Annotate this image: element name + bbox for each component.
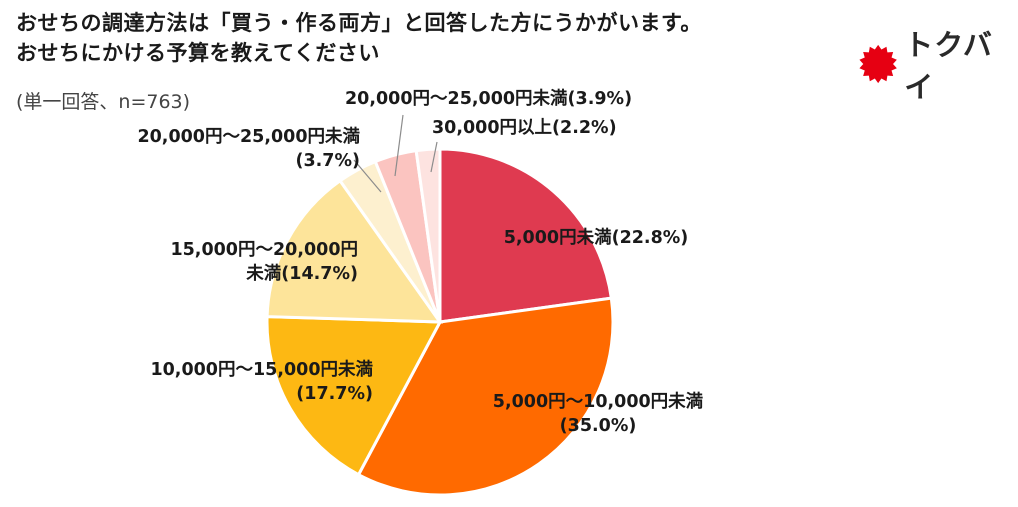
slice-label: 5,000円～10,000円未満(35.0%) <box>493 391 704 436</box>
sample-note: (単一回答、n=763) <box>16 91 191 113</box>
pie-slice <box>265 315 443 477</box>
chart-title: おせちの調達方法は「買う・作る両方」と回答した方にうかがいます。 おせちにかける… <box>16 8 702 68</box>
leader-line <box>394 114 404 177</box>
slice-label: 5,000円未満(22.8%) <box>504 227 689 248</box>
pie-slice <box>356 296 615 497</box>
title-line-1: おせちの調達方法は「買う・作る両方」と回答した方にうかがいます。 <box>16 11 702 35</box>
leader-line <box>430 141 438 173</box>
pie-slice <box>414 147 442 323</box>
pie-slice <box>265 178 443 324</box>
slice-label: 20,000円～25,000円未満(3.7%) <box>137 126 360 171</box>
leader-line <box>353 159 382 193</box>
tokubai-logo: トクバイ <box>858 22 1018 106</box>
logo-text: トクバイ <box>904 28 993 104</box>
slice-label: 15,000円～20,000円未満(14.7%) <box>170 240 358 284</box>
red-burst-icon <box>859 44 897 84</box>
pie-slice <box>438 147 614 324</box>
slice-label: 20,000円～25,000円未満(3.9%) <box>345 88 632 109</box>
title-line-2: おせちにかける予算を教えてください <box>16 41 380 65</box>
slice-label: 10,000円～15,000円未満(17.7%) <box>150 359 373 404</box>
slice-label: 30,000円以上(2.2%) <box>432 118 617 138</box>
